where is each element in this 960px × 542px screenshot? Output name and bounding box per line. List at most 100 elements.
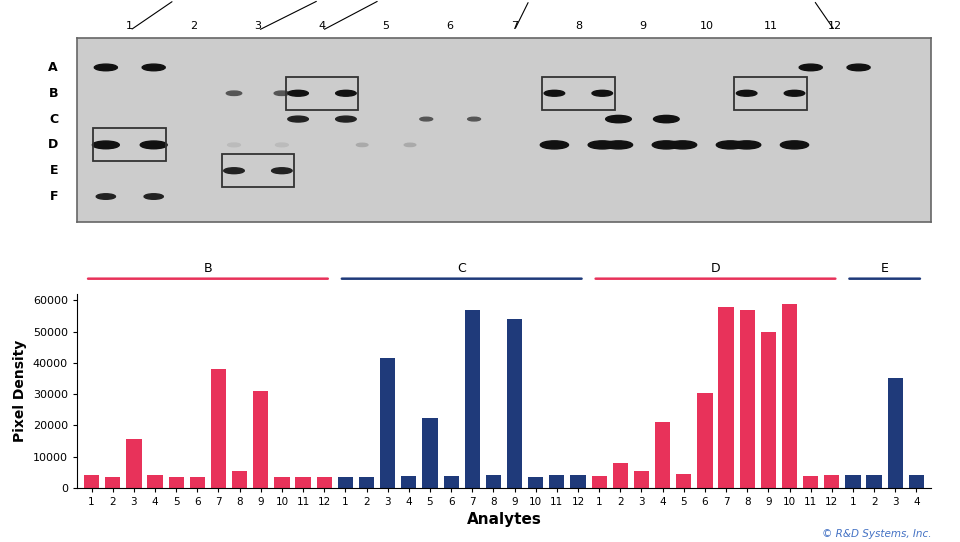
Bar [465,310,480,488]
Text: 3: 3 [254,21,261,30]
Bar [909,475,924,488]
Text: 7: 7 [511,21,517,30]
Bar [781,304,797,488]
Ellipse shape [96,193,115,199]
Bar [222,154,295,188]
Bar [697,392,712,488]
Bar [760,332,776,488]
Ellipse shape [227,91,242,95]
Ellipse shape [420,117,433,121]
Bar [84,475,99,488]
Ellipse shape [275,91,290,95]
Bar [232,470,248,488]
Ellipse shape [799,64,823,71]
Text: 6: 6 [446,21,454,30]
Text: 12: 12 [828,21,842,30]
Bar [718,307,733,488]
Ellipse shape [468,117,481,121]
Ellipse shape [224,168,244,173]
Ellipse shape [336,91,356,96]
Ellipse shape [605,141,633,149]
Bar [734,76,807,110]
Ellipse shape [540,141,568,149]
Ellipse shape [404,143,416,146]
Bar [591,476,607,488]
Ellipse shape [288,116,308,122]
Ellipse shape [780,141,808,149]
Ellipse shape [272,168,292,173]
Bar [542,76,614,110]
Ellipse shape [606,115,632,123]
Bar [825,475,839,488]
Bar [634,470,649,488]
Bar [169,477,183,488]
Ellipse shape [94,64,117,71]
Ellipse shape [140,141,167,149]
Bar [401,476,417,488]
Bar [106,477,120,488]
Text: C: C [457,262,466,275]
Bar [486,475,501,488]
Text: B: B [49,87,58,100]
Bar [888,378,902,488]
Text: IP-10: IP-10 [132,0,204,29]
Bar [846,475,860,488]
Bar [338,477,353,488]
Ellipse shape [654,115,679,123]
Bar [296,477,311,488]
Bar [549,475,564,488]
Ellipse shape [736,91,756,96]
Text: 2: 2 [190,21,198,30]
Ellipse shape [92,141,119,149]
Bar [317,477,332,488]
Ellipse shape [336,116,356,122]
Ellipse shape [144,193,163,199]
Text: D: D [710,262,720,275]
Text: © R&D Systems, Inc.: © R&D Systems, Inc. [822,530,931,539]
Text: 11: 11 [763,21,778,30]
Text: sICAM-1: sICAM-1 [509,0,559,28]
X-axis label: Analytes: Analytes [467,512,541,527]
Text: GM-CSF: GM-CSF [324,0,421,29]
Text: E: E [50,164,58,177]
Ellipse shape [668,141,697,149]
Bar [739,310,755,488]
Bar [676,474,691,488]
Ellipse shape [228,143,240,147]
Ellipse shape [732,141,760,149]
Ellipse shape [716,141,745,149]
Bar [253,391,269,488]
Bar [93,128,166,162]
Bar [444,476,459,488]
Text: 4: 4 [319,21,325,30]
Text: A: A [48,61,58,74]
Text: 5: 5 [383,21,390,30]
Ellipse shape [588,141,616,149]
Bar [422,417,438,488]
Ellipse shape [544,91,564,96]
Y-axis label: Pixel Density: Pixel Density [13,340,27,442]
Bar [612,463,628,488]
Bar [507,319,522,488]
Bar [655,422,670,488]
Ellipse shape [652,141,681,149]
Text: C: C [49,113,58,126]
Ellipse shape [356,143,368,146]
Bar [190,477,204,488]
Ellipse shape [847,64,870,71]
Text: F: F [50,190,58,203]
Bar [528,477,543,488]
Text: 10: 10 [700,21,713,30]
Text: B: B [204,262,212,275]
Bar [211,369,227,488]
Text: 9: 9 [638,21,646,30]
Bar [286,76,358,110]
Text: D: D [48,138,58,151]
Ellipse shape [288,91,308,96]
Bar [148,475,162,488]
Bar [359,477,374,488]
Bar [803,476,818,488]
Ellipse shape [276,143,288,147]
Text: 8: 8 [575,21,582,30]
Text: E: E [880,262,889,275]
